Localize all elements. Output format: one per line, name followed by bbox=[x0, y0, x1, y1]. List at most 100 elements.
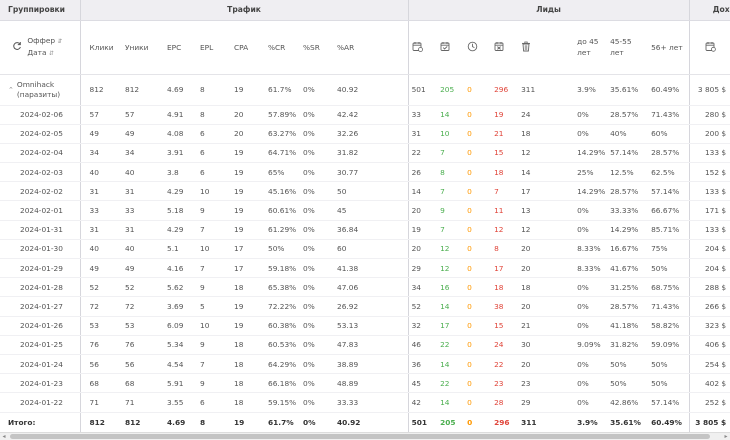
col-leads-approved[interactable] bbox=[437, 20, 465, 75]
table-row[interactable]: 2024-01-25 76 76 5.34 9 18 60.53% 0% 47.83 46 22 0 2… bbox=[0, 335, 730, 355]
scrollbar-thumb[interactable] bbox=[10, 434, 710, 439]
cell-leads-trash: 311 bbox=[518, 74, 546, 106]
cell-cr: 66.18% bbox=[265, 373, 300, 394]
cell-sr: 0% bbox=[300, 162, 334, 183]
cell-blank bbox=[545, 392, 575, 413]
col-leads-hold[interactable] bbox=[464, 20, 492, 75]
cell-ar: 26.92 bbox=[334, 296, 368, 317]
cell-epl: 5 bbox=[197, 296, 231, 317]
cell-leads-trash: 30 bbox=[518, 335, 546, 355]
offer-sort-header[interactable]: Оффер ⇵ bbox=[27, 36, 63, 45]
date-cell: 2024-02-04 bbox=[0, 143, 81, 164]
col-epl[interactable]: EPL bbox=[197, 20, 231, 75]
cell-leads-trash: 18 bbox=[518, 124, 546, 144]
scroll-right-icon[interactable]: ▸ bbox=[724, 433, 728, 440]
cell-cpa: 18 bbox=[231, 392, 265, 413]
cell-ar: 42.42 bbox=[334, 105, 368, 125]
table-row[interactable]: 2024-02-04 34 34 3.91 6 19 64.71% 0% 31.82 22 7 0 15… bbox=[0, 143, 730, 164]
cell-income-main: 402 $ bbox=[689, 373, 730, 394]
cell-leads-hold: 0 bbox=[464, 124, 492, 144]
col-leads-rejected[interactable] bbox=[491, 20, 519, 75]
cell-cr: 64.29% bbox=[265, 354, 300, 375]
cell-leads-new: 20 bbox=[408, 239, 438, 260]
cell-sr: 0% bbox=[300, 296, 334, 317]
horizontal-scrollbar[interactable]: ◂ ▸ bbox=[0, 432, 730, 440]
cell-epc: 4.16 bbox=[164, 258, 197, 279]
cell-age-45-55: 31.82% bbox=[607, 335, 649, 355]
date-cell: 2024-01-30 bbox=[0, 239, 81, 260]
cell-age-45: 0% bbox=[574, 354, 608, 375]
cell-age-56: 57.14% bbox=[648, 392, 690, 413]
cell-leads-rejected: 22 bbox=[491, 354, 519, 375]
cell-leads-rejected: 17 bbox=[491, 258, 519, 279]
table-row[interactable]: 2024-01-23 68 68 5.91 9 18 66.18% 0% 48.89 45 22 0 2… bbox=[0, 373, 730, 394]
cell-epc: 3.55 bbox=[164, 392, 197, 413]
cell-leads-trash: 20 bbox=[518, 239, 546, 260]
table-row[interactable]: 2024-01-26 53 53 6.09 10 19 60.38% 0% 53.13 32 17 0… bbox=[0, 316, 730, 336]
cell-leads-new: 31 bbox=[408, 124, 438, 144]
col-age-45-55[interactable]: 45-55 лет bbox=[607, 20, 649, 75]
col-ar[interactable]: %AR bbox=[334, 20, 368, 75]
table-row[interactable]: 2024-02-05 49 49 4.08 6 20 63.27% 0% 32.26 31 10 0 2… bbox=[0, 124, 730, 144]
cell-leads-new: 14 bbox=[408, 181, 438, 202]
table-row[interactable]: 2024-01-22 71 71 3.55 6 18 59.15% 0% 33.33 42 14 0 2… bbox=[0, 392, 730, 413]
cell-age-56: 50% bbox=[648, 258, 690, 279]
cell-income-main: 280 $ bbox=[689, 105, 730, 125]
cell-ar: 38.89 bbox=[334, 354, 368, 375]
refresh-icon[interactable] bbox=[12, 41, 22, 53]
cell-age-56: 60.49% bbox=[648, 411, 690, 432]
cell-income-main: 266 $ bbox=[689, 296, 730, 317]
date-sort-header[interactable]: Дата ⇵ bbox=[27, 48, 54, 57]
table-row[interactable]: 2024-02-02 31 31 4.29 10 19 45.16% 0% 50 14 7 0 7 17 1… bbox=[0, 181, 730, 202]
cell-cr: 72.22% bbox=[265, 296, 300, 317]
table-row[interactable]: 2024-01-27 72 72 3.69 5 19 72.22% 0% 26.92 52 14 0 3… bbox=[0, 296, 730, 317]
cell-leads-approved: 12 bbox=[437, 239, 465, 260]
scroll-left-icon[interactable]: ◂ bbox=[2, 433, 6, 440]
offer-row[interactable]: ⌃Omnihack (паразиты) 812 812 4.69 8 19 61.7% 0%… bbox=[0, 74, 730, 106]
table-row[interactable]: 2024-01-28 52 52 5.62 9 18 65.38% 0% 47.06 34 16 0 1… bbox=[0, 277, 730, 298]
table-row[interactable]: 2024-01-31 31 31 4.29 7 19 61.29% 0% 36.84 19 7 0 12… bbox=[0, 220, 730, 240]
col-age-56[interactable]: 56+ лет bbox=[648, 20, 690, 75]
clock-icon bbox=[467, 41, 478, 54]
cell-cr: 50% bbox=[265, 239, 300, 260]
table-row[interactable]: 2024-01-29 49 49 4.16 7 17 59.18% 0% 41.38 29 12 0 1… bbox=[0, 258, 730, 279]
cell-leads-trash: 311 bbox=[518, 411, 546, 432]
col-cr[interactable]: %CR bbox=[265, 20, 300, 75]
table-row[interactable]: 2024-01-24 56 56 4.54 7 18 64.29% 0% 38.89 36 14 0 2… bbox=[0, 354, 730, 375]
cell-leads-approved: 14 bbox=[437, 105, 465, 125]
cell-clicks: 57 bbox=[80, 105, 122, 125]
col-age-45[interactable]: до 45 лет bbox=[574, 20, 608, 75]
collapse-chevron-icon[interactable]: ⌃ bbox=[8, 85, 14, 94]
cell-age-56: 57.14% bbox=[648, 181, 690, 202]
table-row[interactable]: 2024-02-06 57 57 4.91 8 20 57.89% 0% 42.42 33 14 0 1… bbox=[0, 105, 730, 125]
cell-age-45-55: 50% bbox=[607, 354, 649, 375]
table-row[interactable]: 2024-02-01 33 33 5.18 9 19 60.61% 0% 45 20 9 0 11 13 0… bbox=[0, 200, 730, 221]
date-cell: 2024-01-23 bbox=[0, 373, 81, 394]
table-row[interactable]: 2024-02-03 40 40 3.8 6 19 65% 0% 30.77 26 8 0 18 14 25… bbox=[0, 162, 730, 183]
table-row[interactable]: 2024-01-30 40 40 5.1 10 17 50% 0% 60 20 12 0 8 20 8.33… bbox=[0, 239, 730, 260]
col-uniques[interactable]: Уники bbox=[122, 20, 164, 75]
cell-spacer bbox=[368, 335, 409, 355]
col-leads-new[interactable] bbox=[408, 20, 438, 75]
cell-leads-trash: 12 bbox=[518, 220, 546, 240]
cell-epl: 8 bbox=[197, 105, 231, 125]
cell-income-main: 200 $ bbox=[689, 124, 730, 144]
cell-clicks: 812 bbox=[80, 74, 122, 106]
cell-epc: 4.54 bbox=[164, 354, 197, 375]
date-cell: 2024-02-05 bbox=[0, 124, 81, 144]
cell-ar: 47.83 bbox=[334, 335, 368, 355]
cell-leads-trash: 29 bbox=[518, 392, 546, 413]
cell-leads-approved: 205 bbox=[437, 411, 465, 432]
col-income-main[interactable] bbox=[689, 20, 730, 75]
col-epc[interactable]: EPC bbox=[164, 20, 197, 75]
cell-blank bbox=[545, 105, 575, 125]
date-cell: 2024-02-06 bbox=[0, 105, 81, 125]
col-leads-trash[interactable] bbox=[518, 20, 546, 75]
cell-cpa: 19 bbox=[231, 220, 265, 240]
cell-leads-new: 32 bbox=[408, 316, 438, 336]
col-cpa[interactable]: CPA bbox=[231, 20, 265, 75]
cell-cr: 64.71% bbox=[265, 143, 300, 164]
col-sr[interactable]: %SR bbox=[300, 20, 334, 75]
col-clicks[interactable]: Клики bbox=[80, 20, 122, 75]
cell-age-45-55: 28.57% bbox=[607, 105, 649, 125]
